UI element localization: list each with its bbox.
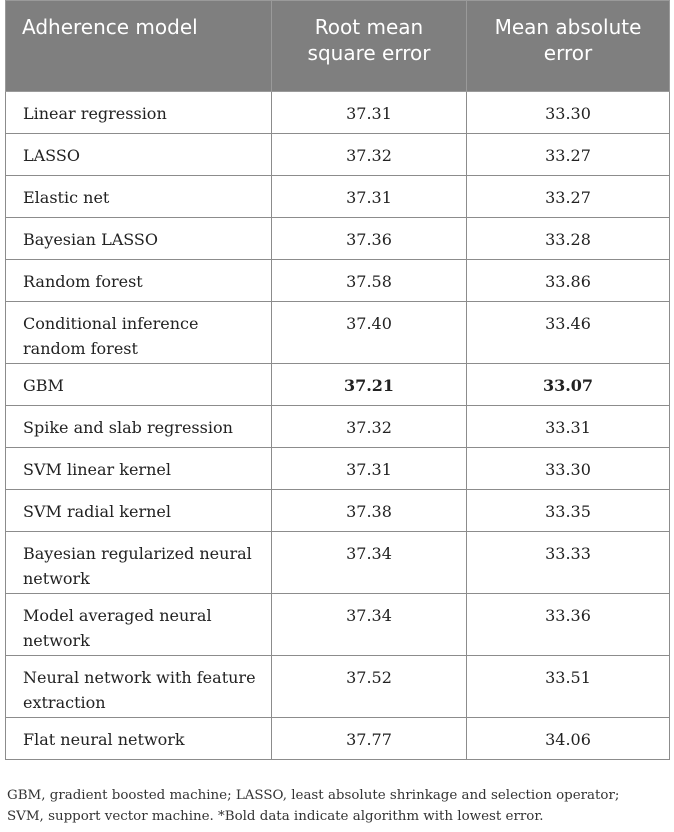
- mae-value: 34.06: [466, 717, 670, 760]
- mae-value: 33.35: [466, 489, 670, 532]
- mae-value: 33.36: [466, 593, 670, 656]
- mae-value: 33.86: [466, 259, 670, 302]
- table-row: SVM radial kernel 37.38 33.35: [5, 489, 670, 532]
- rmse-value: 37.34: [271, 593, 467, 656]
- table-row: Spike and slab regression 37.32 33.31: [5, 405, 670, 448]
- header-adherence-model: Adherence model: [5, 0, 272, 92]
- table-row: Flat neural network 37.77 34.06: [5, 717, 670, 760]
- rmse-value: 37.40: [271, 301, 467, 364]
- model-name: GBM: [5, 363, 272, 406]
- rmse-value: 37.31: [271, 447, 467, 490]
- model-name: Flat neural network: [5, 717, 272, 760]
- model-name-line2: random forest: [23, 339, 138, 358]
- model-name-line2: network: [23, 569, 90, 588]
- model-name-line2: network: [23, 631, 90, 650]
- mae-value: 33.30: [466, 91, 670, 134]
- table-row-best: GBM 37.21 33.07: [5, 363, 670, 406]
- table-row: Bayesian regularized neural network 37.34…: [5, 531, 670, 594]
- model-name-line1: Conditional inference: [23, 314, 199, 333]
- mae-value: 33.27: [466, 175, 670, 218]
- model-name: SVM linear kernel: [5, 447, 272, 490]
- header-mae-line1: Mean absolute: [494, 15, 642, 39]
- rmse-value: 37.52: [271, 655, 467, 718]
- rmse-value: 37.58: [271, 259, 467, 302]
- mae-value: 33.51: [466, 655, 670, 718]
- model-name: Conditional inference random forest: [5, 301, 272, 364]
- mae-value: 33.31: [466, 405, 670, 448]
- table-row: Random forest 37.58 33.86: [5, 259, 670, 302]
- rmse-value: 37.36: [271, 217, 467, 260]
- table-header: Adherence model Root mean square error Me…: [5, 0, 670, 92]
- rmse-value: 37.34: [271, 531, 467, 594]
- header-mae-line2: error: [543, 41, 593, 65]
- table-row: Model averaged neural network 37.34 33.36: [5, 593, 670, 656]
- model-name: Random forest: [5, 259, 272, 302]
- header-rmse: Root mean square error: [271, 0, 467, 92]
- rmse-value: 37.77: [271, 717, 467, 760]
- table-row: Elastic net 37.31 33.27: [5, 175, 670, 218]
- footnote-line2: SVM, support vector machine. *Bold data …: [7, 809, 544, 824]
- table-row: Conditional inference random forest 37.40…: [5, 301, 670, 364]
- table-row: SVM linear kernel 37.31 33.30: [5, 447, 670, 490]
- header-row: Adherence model Root mean square error Me…: [5, 0, 670, 92]
- table-row: Linear regression 37.31 33.30: [5, 91, 670, 134]
- rmse-value-lowest: 37.21: [271, 363, 467, 406]
- mae-value: 33.46: [466, 301, 670, 364]
- model-name-line2: extraction: [23, 693, 106, 712]
- model-name: Neural network with feature extraction: [5, 655, 272, 718]
- table-row: Bayesian LASSO 37.36 33.28: [5, 217, 670, 260]
- header-rmse-line1: Root mean: [314, 15, 424, 39]
- model-name: Spike and slab regression: [5, 405, 272, 448]
- mae-value-lowest: 33.07: [466, 363, 670, 406]
- rmse-value: 37.31: [271, 175, 467, 218]
- model-name: Bayesian regularized neural network: [5, 531, 272, 594]
- header-rmse-line2: square error: [307, 41, 431, 65]
- model-name: LASSO: [5, 133, 272, 176]
- mae-value: 33.28: [466, 217, 670, 260]
- model-name-line1: Model averaged neural: [23, 606, 212, 625]
- rmse-value: 37.31: [271, 91, 467, 134]
- model-name: Elastic net: [5, 175, 272, 218]
- table-row: LASSO 37.32 33.27: [5, 133, 670, 176]
- rmse-value: 37.32: [271, 405, 467, 448]
- table-body: Linear regression 37.31 33.30 LASSO 37.3…: [5, 91, 670, 760]
- model-name: Model averaged neural network: [5, 593, 272, 656]
- mae-value: 33.30: [466, 447, 670, 490]
- model-name-line1: Bayesian regularized neural: [23, 544, 252, 563]
- results-table-container: Adherence model Root mean square error Me…: [5, 0, 670, 760]
- model-name: Bayesian LASSO: [5, 217, 272, 260]
- model-error-table: Adherence model Root mean square error Me…: [5, 0, 670, 760]
- rmse-value: 37.38: [271, 489, 467, 532]
- model-name: Linear regression: [5, 91, 272, 134]
- mae-value: 33.33: [466, 531, 670, 594]
- model-name-line1: Neural network with feature: [23, 668, 256, 687]
- footnote-line1: GBM, gradient boosted machine; LASSO, le…: [7, 788, 620, 803]
- model-name: SVM radial kernel: [5, 489, 272, 532]
- table-footnote: GBM, gradient boosted machine; LASSO, le…: [7, 785, 669, 827]
- rmse-value: 37.32: [271, 133, 467, 176]
- table-row: Neural network with feature extraction 37…: [5, 655, 670, 718]
- header-model-label: Adherence model: [22, 15, 198, 39]
- mae-value: 33.27: [466, 133, 670, 176]
- header-mae: Mean absolute error: [466, 0, 670, 92]
